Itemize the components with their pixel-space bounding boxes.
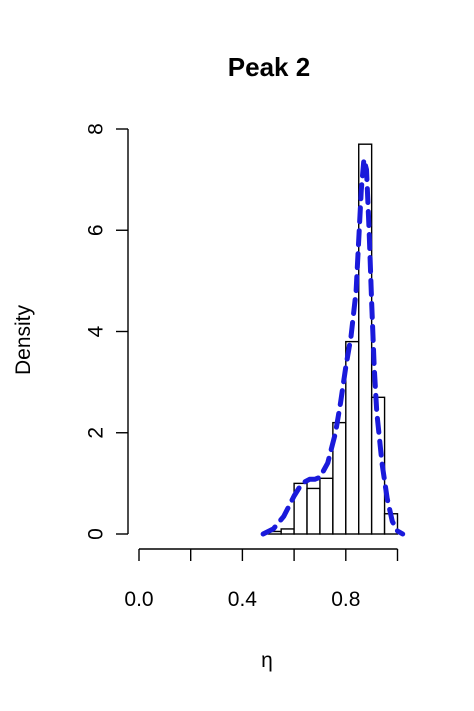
y-axis: 0 2 4 6 8 (85, 123, 129, 540)
x-tick-label: 0.4 (228, 588, 258, 611)
x-axis-label: η (261, 649, 273, 672)
density-line (260, 156, 406, 537)
density-curve (260, 156, 406, 537)
histogram-bar (280, 528, 295, 535)
x-tick-label: 0.0 (124, 588, 153, 611)
x-axis: 0.0 0.4 0.8 (124, 548, 399, 611)
histogram-bars (267, 143, 399, 535)
y-tick-label: 6 (85, 224, 108, 236)
x-tick-label: 0.8 (331, 588, 360, 611)
y-tick-label: 2 (85, 427, 108, 439)
histogram-bar (306, 487, 321, 535)
histogram-bar (319, 477, 334, 535)
y-tick-label: 4 (85, 325, 108, 337)
y-tick-label: 0 (85, 528, 108, 540)
y-tick-label: 8 (85, 123, 108, 135)
chart-title: Peak 2 (228, 52, 310, 82)
y-axis-label: Density (12, 304, 35, 375)
